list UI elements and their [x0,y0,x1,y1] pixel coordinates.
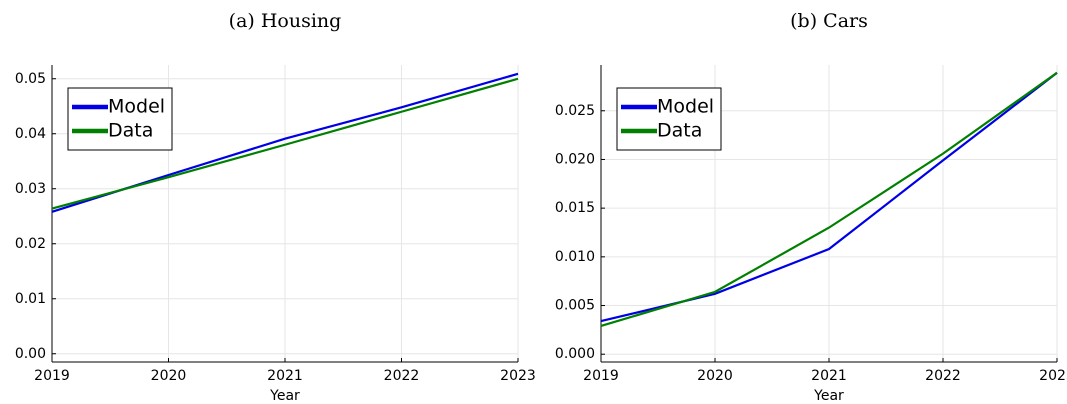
legend-label: Model [108,96,165,118]
y-tick-label: 0.04 [15,126,46,142]
y-tick-label: 0.015 [555,200,595,216]
x-tick-label: 2022 [925,368,961,384]
panel: (b) Cars 0.000 0.005 0.010 0.015 0.020 0.025 20… [555,10,1067,404]
chart-title: (a) Housing [229,10,342,32]
chart-title: (b) Cars [790,10,868,32]
legend-label: Data [657,120,702,142]
y-tick-label: 0.005 [555,298,595,314]
y-tick-label: 0.02 [15,236,46,252]
legend-label: Model [657,96,714,118]
x-axis-label: Year [269,388,300,404]
y-tick-label: 0.01 [15,291,46,307]
x-tick-label: 2021 [811,368,847,384]
legend-box [616,87,722,151]
y-tick-label: 0.025 [555,103,595,119]
x-axis-label: Year [813,388,844,404]
x-tick-label: 2020 [151,368,187,384]
x-tick-label: 2021 [267,368,303,384]
panel: (a) Housing 0.00 0.01 0.02 0.03 0.04 0.05 2019 2… [15,10,536,404]
x-tick-label: 2023 [1039,368,1067,384]
y-tick-label: 0.05 [15,71,46,87]
y-tick-label: 0.00 [15,346,46,362]
data-line [51,77,519,210]
x-tick-label: 2022 [384,368,420,384]
y-tick-label: 0.010 [555,249,595,265]
x-tick-label: 2023 [500,368,536,384]
legend-label: Data [108,120,153,142]
x-tick-label: 2019 [583,368,619,384]
x-tick-label: 2020 [697,368,733,384]
y-tick-label: 0.000 [555,346,595,362]
y-tick-label: 0.03 [15,181,46,197]
data-line [600,71,1058,328]
x-tick-label: 2019 [34,368,70,384]
y-tick-label: 0.020 [555,151,595,167]
legend-box [67,87,173,151]
